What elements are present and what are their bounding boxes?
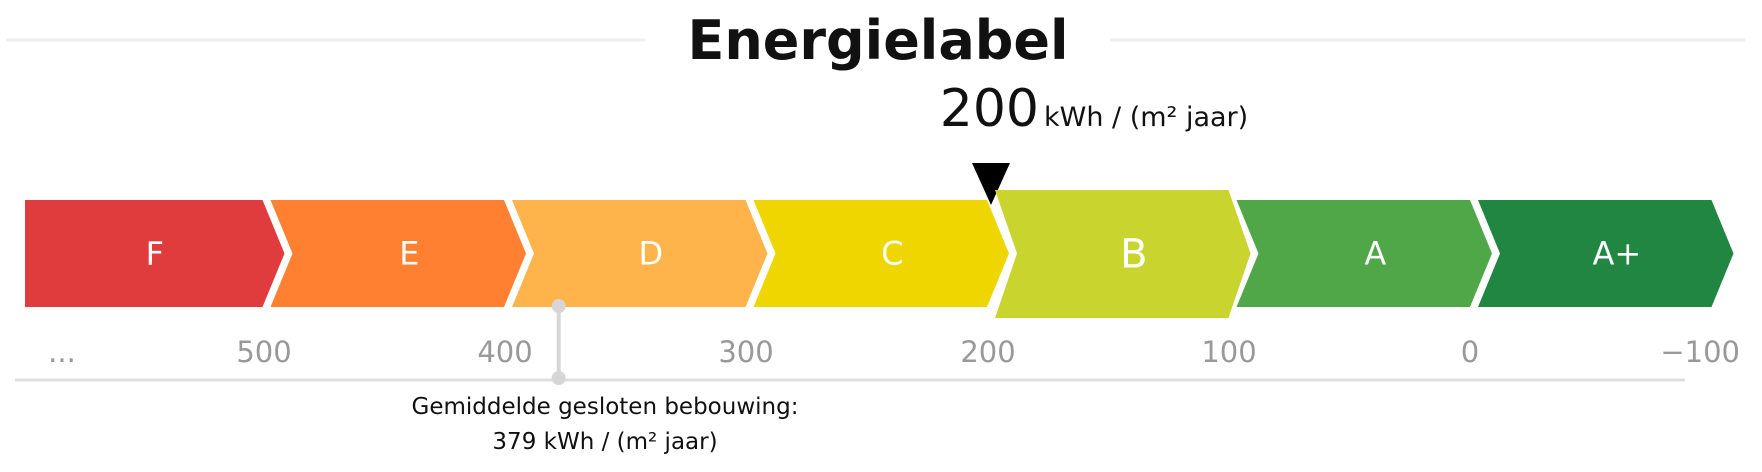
tick-label: 100 <box>1201 335 1256 369</box>
reading-value: 200 <box>940 79 1039 139</box>
axis-ticks: ... 500 400 300 200 100 0 −100 <box>48 335 1740 369</box>
tick-label: 500 <box>236 335 291 369</box>
band-label-b: B <box>1120 232 1147 278</box>
reference-marker-bottom-dot <box>551 371 566 385</box>
reference-value: 379 kWh / (m² jaar) <box>492 429 717 455</box>
band-label-e: E <box>399 235 419 273</box>
band-a-plus <box>1478 200 1734 307</box>
band-a <box>1236 200 1492 307</box>
reference-marker-top-dot <box>551 299 566 313</box>
chart-title: Energielabel <box>687 9 1068 72</box>
tick-label: 400 <box>477 335 532 369</box>
tick-label: 300 <box>718 335 773 369</box>
band-label-c: C <box>881 235 903 273</box>
band-label-a: A <box>1364 235 1386 273</box>
band-label-f: F <box>146 235 164 273</box>
reading-pointer-icon <box>972 163 1010 205</box>
band-e <box>270 200 526 307</box>
reading-unit: kWh / (m² jaar) <box>1044 102 1248 133</box>
band-f <box>25 200 285 307</box>
tick-label: 0 <box>1461 335 1479 369</box>
reference-label: Gemiddelde gesloten bebouwing: <box>412 394 799 420</box>
tick-label: 200 <box>960 335 1015 369</box>
tick-label: −100 <box>1660 335 1740 369</box>
band-label-d: D <box>638 235 663 273</box>
band-label-a-plus: A+ <box>1592 235 1641 273</box>
band-d <box>512 200 768 307</box>
band-c <box>753 200 1009 307</box>
band-b <box>995 190 1251 318</box>
tick-label: ... <box>48 335 76 369</box>
category-bands: F E D C B A A+ <box>25 190 1734 318</box>
